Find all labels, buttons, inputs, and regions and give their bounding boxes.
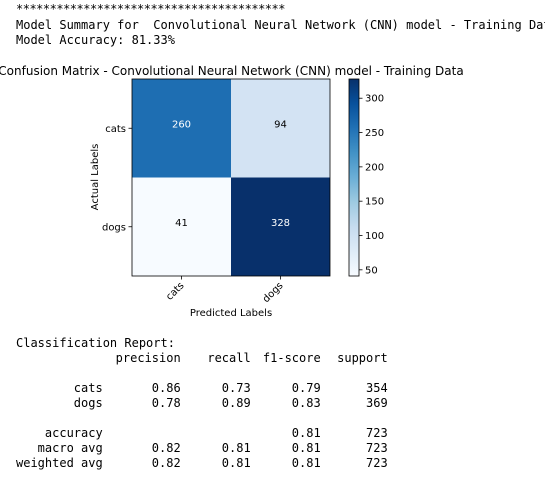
report-summary-row: macro avg 0.82 0.81 0.81 723 bbox=[16, 440, 388, 455]
classification-report: precision recall f1-score support cats 0.86 0.… bbox=[16, 350, 388, 470]
report-cell: 0.81 bbox=[291, 425, 321, 440]
report-cell: 0.82 bbox=[151, 440, 181, 455]
colorbar-tick-label: 200 bbox=[365, 162, 384, 173]
report-cell: 0.81 bbox=[291, 455, 321, 470]
report-cell: 0.79 bbox=[291, 380, 321, 395]
cell-value-label: 41 bbox=[175, 218, 188, 229]
report-class-row: cats 0.86 0.73 0.79 354 bbox=[16, 380, 388, 395]
colorbar-tick-label: 100 bbox=[365, 231, 384, 242]
x-tick-label: dogs bbox=[261, 280, 286, 305]
report-summary-row: weighted avg 0.82 0.81 0.81 723 bbox=[16, 455, 388, 470]
report-cell: dogs bbox=[73, 395, 103, 410]
colorbar-tick-label: 300 bbox=[365, 94, 384, 105]
confusion-matrix-chart: Confusion Matrix - Convolutional Neural … bbox=[0, 64, 464, 319]
colorbar-ticks: 50 100 150 200 250 300 bbox=[359, 94, 384, 276]
report-header-cell bbox=[16, 350, 103, 365]
y-tick-label: dogs bbox=[102, 222, 126, 233]
x-tick-labels: cats dogs bbox=[164, 276, 286, 305]
heatmap-cell bbox=[132, 177, 231, 276]
separator-stars: **************************************** bbox=[16, 2, 285, 16]
heatmap-cell bbox=[231, 177, 330, 276]
x-axis-label: Predicted Labels bbox=[190, 308, 272, 319]
report-cell: 0.78 bbox=[151, 395, 181, 410]
report-cell: accuracy bbox=[44, 425, 103, 440]
y-tick-labels: cats dogs bbox=[102, 124, 132, 233]
report-spacer-row bbox=[16, 410, 388, 425]
report-summary-row: accuracy 0.81 723 bbox=[16, 425, 388, 440]
report-header-cell: f1-score bbox=[262, 350, 321, 365]
report-cell: 0.89 bbox=[221, 395, 251, 410]
report-cell bbox=[181, 425, 251, 440]
cell-value-label: 328 bbox=[271, 218, 290, 229]
report-cell: cats bbox=[73, 380, 103, 395]
report-cell: 0.82 bbox=[151, 455, 181, 470]
report-header-cell: recall bbox=[207, 350, 251, 365]
report-class-row: dogs 0.78 0.89 0.83 369 bbox=[16, 395, 388, 410]
colorbar-tick-label: 250 bbox=[365, 128, 384, 139]
report-cell: weighted avg bbox=[16, 455, 103, 470]
report-header-row: precision recall f1-score support bbox=[16, 350, 388, 365]
report-cell: 354 bbox=[366, 380, 388, 395]
report-cell: macro avg bbox=[37, 440, 103, 455]
y-axis-label: Actual Labels bbox=[90, 144, 101, 211]
heatmap-cell bbox=[231, 79, 330, 178]
colorbar-tick-label: 50 bbox=[365, 265, 378, 276]
y-tick-label: cats bbox=[105, 124, 126, 135]
report-cell bbox=[103, 425, 181, 440]
report-cell: 723 bbox=[366, 440, 388, 455]
report-cell: 0.83 bbox=[291, 395, 321, 410]
report-cell: 0.81 bbox=[221, 440, 251, 455]
model-summary-line: Model Summary for Convolutional Neural N… bbox=[16, 18, 545, 32]
report-cell: 0.81 bbox=[221, 455, 251, 470]
report-cell: 0.73 bbox=[221, 380, 251, 395]
report-header-cell: support bbox=[337, 350, 388, 365]
heatmap-cells: 260 94 41 328 bbox=[132, 79, 330, 276]
colorbar bbox=[348, 78, 360, 277]
cell-value-label: 260 bbox=[172, 119, 191, 130]
colorbar-tick-label: 150 bbox=[365, 197, 384, 208]
report-cell: 0.81 bbox=[291, 440, 321, 455]
cell-value-label: 94 bbox=[274, 119, 287, 130]
report-header-cell: precision bbox=[115, 350, 181, 365]
report-cell: 369 bbox=[366, 395, 388, 410]
report-cell: 723 bbox=[366, 455, 388, 470]
report-cell: 0.86 bbox=[151, 380, 181, 395]
chart-title: Confusion Matrix - Convolutional Neural … bbox=[0, 64, 464, 78]
heatmap-frame bbox=[131, 78, 331, 277]
model-accuracy-line: Model Accuracy: 81.33% bbox=[16, 33, 175, 47]
report-cell: 723 bbox=[366, 425, 388, 440]
report-title: Classification Report: bbox=[16, 336, 175, 350]
report-spacer-row bbox=[16, 365, 388, 380]
heatmap-cell bbox=[132, 79, 231, 178]
x-tick-label: cats bbox=[164, 280, 186, 302]
